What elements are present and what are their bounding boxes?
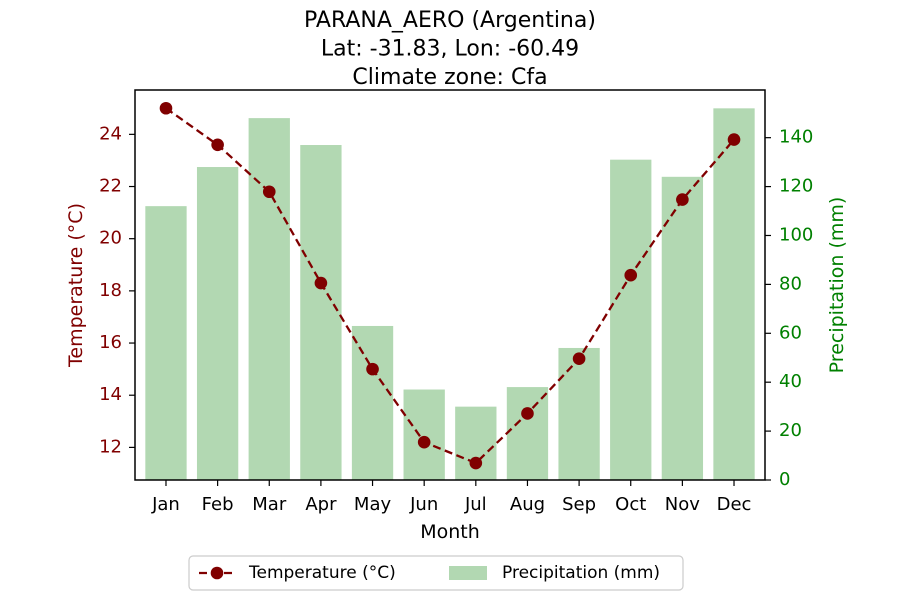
right-tick-label: 20	[779, 420, 802, 441]
x-axis-ticks: Jan Feb Mar Apr May Jun Jul Aug Sep Oct Nov Dec	[151, 480, 751, 515]
right-tick-label: 100	[779, 224, 813, 245]
right-axis-ticks: 0 20 40 60 80 100 120 140	[765, 127, 813, 490]
precipitation-bar	[196, 167, 239, 480]
legend-label-temperature: Temperature (°C)	[248, 563, 396, 583]
temperature-point	[417, 435, 431, 449]
legend-bar-swatch	[449, 566, 487, 580]
title-line: PARANA_AERO (Argentina)	[304, 8, 596, 33]
left-tick-label: 20	[99, 228, 122, 249]
right-tick-label: 80	[779, 273, 802, 294]
precipitation-bar	[403, 389, 445, 480]
x-tick-label: May	[354, 494, 392, 515]
temperature-point	[624, 268, 638, 282]
legend: Temperature (°C) Precipitation (mm)	[188, 555, 684, 591]
right-tick-label: 0	[779, 469, 790, 490]
temperature-point	[521, 407, 534, 420]
precipitation-bar	[351, 325, 394, 480]
right-axis-label: Precipitation (mm)	[826, 197, 848, 374]
x-axis-label: Month	[420, 521, 480, 543]
left-tick-label: 24	[99, 123, 122, 144]
precipitation-bar	[713, 108, 755, 480]
right-tick-label: 120	[779, 176, 813, 197]
temperature-point	[366, 362, 379, 376]
x-tick-label: Aug	[510, 494, 545, 515]
x-tick-label: Jul	[464, 494, 487, 515]
left-tick-label: 22	[99, 176, 122, 197]
x-tick-label: Dec	[717, 494, 752, 515]
x-tick-label: Apr	[305, 494, 337, 515]
precipitation-bar	[661, 176, 704, 481]
right-tick-label: 140	[779, 127, 813, 148]
x-tick-label: Nov	[665, 494, 700, 515]
title-line: Lat: -31.83, Lon: -60.49	[321, 37, 579, 62]
temperature-point	[469, 456, 483, 470]
right-tick-label: 40	[779, 371, 802, 392]
left-tick-label: 14	[99, 384, 122, 405]
left-axis-ticks: 12 14 16 18 20 22 24	[99, 123, 135, 457]
x-tick-label: Feb	[202, 494, 234, 515]
left-tick-label: 12	[99, 436, 122, 457]
precipitation-bars	[145, 108, 755, 481]
plot-frame	[134, 89, 766, 481]
legend-marker-swatch	[210, 566, 224, 580]
temperature-point	[314, 276, 328, 290]
precipitation-bar	[145, 206, 187, 480]
temperature-point	[211, 138, 224, 152]
left-axis-label: Temperature (°C)	[65, 203, 87, 368]
x-tick-label: Mar	[252, 494, 287, 515]
x-tick-label: Jan	[151, 494, 180, 515]
precipitation-bar	[610, 159, 652, 480]
temperature-line	[159, 101, 741, 470]
x-tick-label: Oct	[615, 494, 646, 515]
legend-box	[188, 555, 684, 591]
x-tick-label: Sep	[562, 494, 596, 515]
left-tick-label: 16	[99, 332, 122, 353]
precipitation-bar	[506, 387, 549, 480]
left-tick-label: 18	[99, 280, 122, 301]
temperature-series-line	[165, 107, 735, 465]
title-line: Climate zone: Cfa	[352, 65, 547, 90]
temperature-point	[262, 185, 276, 199]
x-tick-label: Jun	[409, 494, 438, 515]
temperature-point	[159, 101, 173, 115]
right-tick-label: 60	[779, 322, 802, 343]
chart-title: PARANA_AERO (Argentina) Lat: -31.83, Lon:…	[304, 8, 596, 90]
legend-label-precipitation: Precipitation (mm)	[502, 563, 660, 583]
precipitation-bar	[558, 347, 600, 480]
temperature-point	[727, 133, 741, 146]
temperature-point	[572, 352, 586, 365]
temperature-point	[676, 193, 689, 206]
precipitation-bar	[248, 118, 290, 480]
precipitation-bar	[300, 145, 342, 480]
